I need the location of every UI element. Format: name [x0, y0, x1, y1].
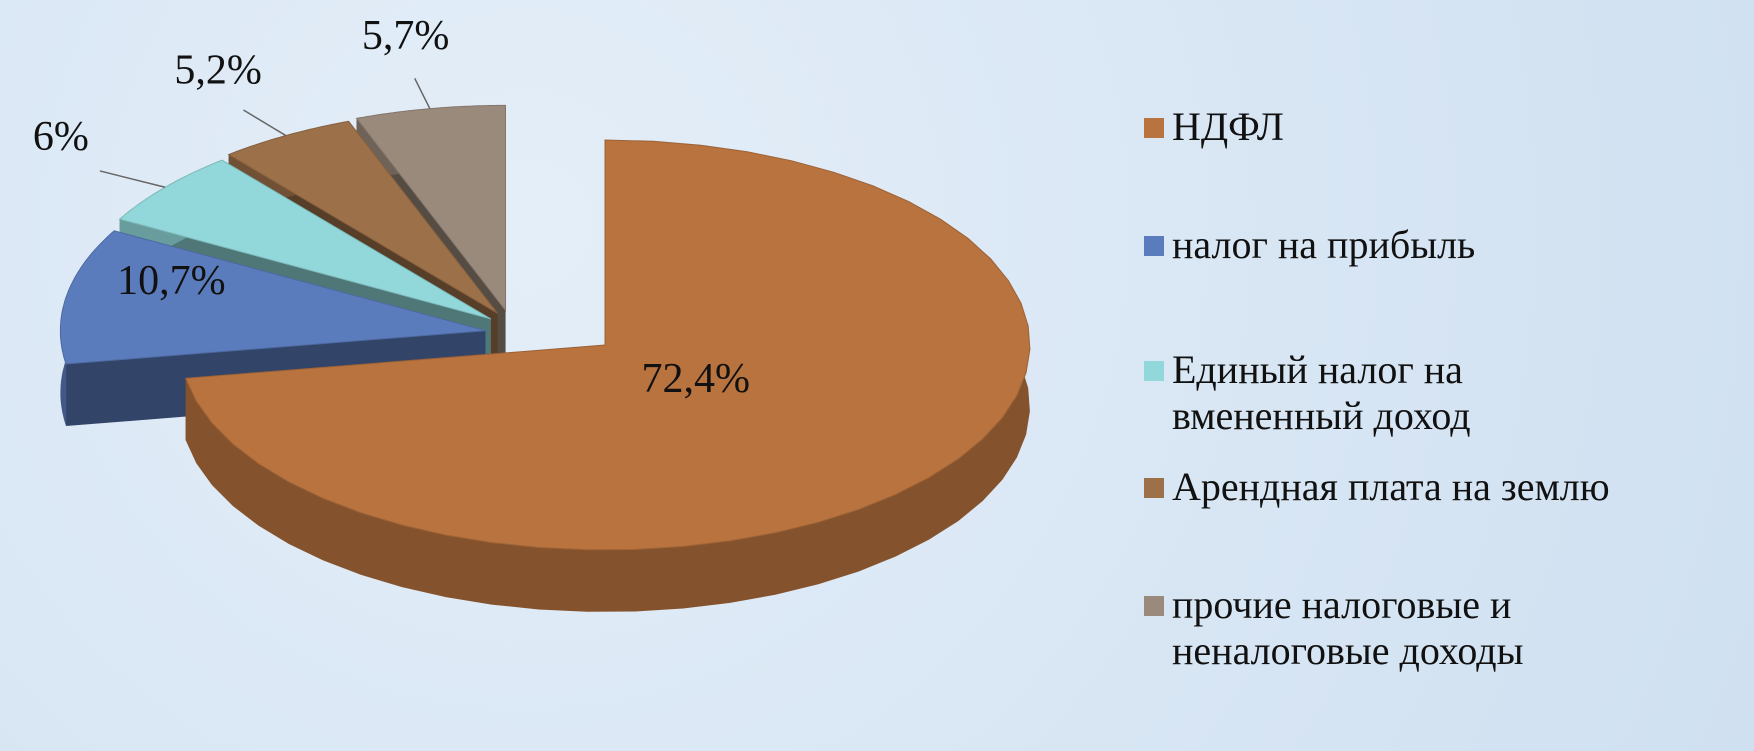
slice-top	[184, 139, 1031, 551]
slice-top	[59, 230, 486, 365]
data-label: 10,7%	[117, 258, 226, 304]
legend-label: прочие налоговые и неналоговые доходы	[1172, 582, 1524, 673]
slice-top	[118, 159, 492, 320]
data-label: 6%	[33, 114, 89, 160]
data-label: 5,7%	[362, 13, 450, 59]
legend-swatch	[1144, 118, 1164, 138]
legend-label: Арендная плата на землю	[1172, 464, 1610, 509]
legend-item: налог на прибыль	[1144, 222, 1652, 268]
data-label: 5,2%	[174, 47, 262, 93]
leader-line	[243, 109, 287, 137]
legend-swatch	[1144, 361, 1164, 381]
data-label: 72,4%	[641, 356, 750, 402]
leader-line	[99, 170, 166, 189]
pie-slice	[184, 139, 1031, 612]
legend-item: прочие налоговые и неналоговые доходы	[1144, 582, 1652, 674]
legend-swatch	[1144, 596, 1164, 616]
legend-item: Арендная плата на землю	[1144, 464, 1652, 510]
legend-swatch	[1144, 236, 1164, 256]
legend-label: Единый налог на вмененный доход	[1172, 347, 1471, 438]
leader-line	[414, 77, 431, 110]
legend-item: Единый налог на вмененный доход	[1144, 347, 1652, 439]
legend-swatch	[1144, 478, 1164, 498]
legend-item: НДФЛ	[1144, 104, 1652, 150]
legend-label: налог на прибыль	[1172, 222, 1476, 267]
legend-label: НДФЛ	[1172, 104, 1284, 149]
